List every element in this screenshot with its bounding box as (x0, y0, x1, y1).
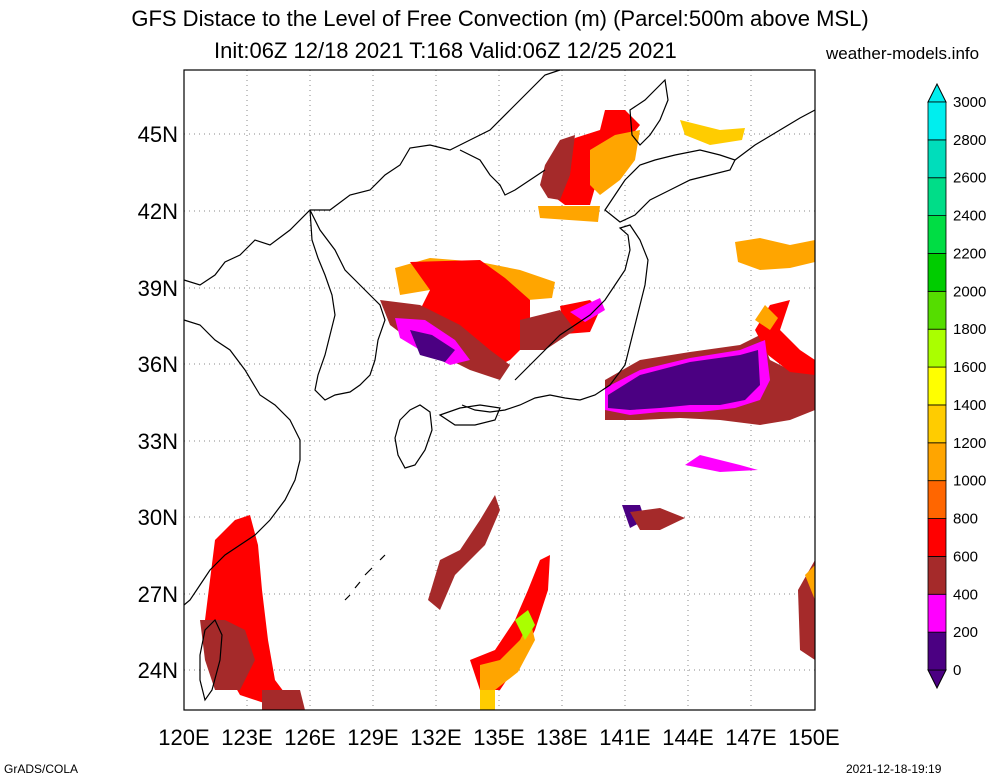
colorbar-level-label: 2800 (953, 132, 986, 149)
colorbar-swatch (927, 290, 947, 330)
coast-korea (309, 209, 386, 401)
colorbar-level-label: 400 (953, 586, 978, 603)
shade-south-brown-2 (630, 508, 685, 530)
colorbar-level-label: 2600 (953, 170, 986, 187)
colorbar-swatch (927, 404, 947, 444)
shade-taiwan-brown (200, 620, 255, 690)
colorbar-level-label: 1600 (953, 359, 986, 376)
shade-south-yellow (480, 690, 495, 710)
colorbar-swatch (927, 328, 947, 368)
shade-south-magenta (685, 455, 758, 472)
source-site: weather-models.info (826, 44, 980, 63)
lon-tick-label: 150E (788, 725, 839, 750)
lon-tick-label: 135E (473, 725, 524, 750)
shade-east-orange (735, 238, 815, 270)
colorbar-swatch (927, 177, 947, 217)
colorbar-level-label: 0 (953, 662, 961, 679)
lon-tick-label: 126E (284, 725, 335, 750)
shade-sea-japan-magenta-2 (570, 298, 605, 322)
colorbar-swatch (927, 101, 947, 141)
colorbar-swatch (927, 442, 947, 482)
colorbar-level-label: 3000 (953, 94, 986, 111)
shade-east-orange-2 (680, 120, 745, 145)
coastlines (183, 69, 816, 702)
footer-credit: GrADS/COLA (4, 762, 79, 776)
colorbar-level-label: 2200 (953, 245, 986, 262)
shade-south-streak-green (515, 610, 535, 640)
colorbar-level-label: 800 (953, 511, 978, 528)
lon-tick-label: 123E (221, 725, 272, 750)
coast-asia-mainland (183, 69, 561, 286)
colorbar-over-arrow (927, 82, 947, 103)
lon-tick-label: 132E (410, 725, 461, 750)
colorbar-swatch (927, 480, 947, 519)
lat-tick-label: 24N (138, 658, 178, 683)
shade-south-brown-1 (428, 495, 500, 610)
lon-tick-label: 138E (536, 725, 587, 750)
coast-taiwan (199, 618, 223, 702)
coast-china-east (183, 319, 301, 606)
colorbar-level-label: 1400 (953, 397, 986, 414)
lat-tick-label: 39N (138, 276, 178, 301)
footer-timestamp: 2021-12-18-19:19 (846, 762, 942, 776)
lat-tick-label: 36N (138, 352, 178, 377)
colorbar-swatch (927, 215, 947, 254)
colorbar: 0 200 400 600 800 1000 1200 1400 1600 1800 2000 220… (927, 82, 986, 690)
coast-primorye (459, 149, 546, 196)
colorbar-level-label: 1800 (953, 321, 986, 338)
colorbar-level-label: 1000 (953, 473, 986, 490)
map-border (183, 69, 816, 711)
coast-shikoku (438, 404, 501, 426)
shade-pacific-purple (608, 350, 760, 410)
coast-ryukyu (344, 554, 386, 601)
lon-tick-label: 144E (662, 725, 713, 750)
lat-tick-label: 33N (138, 429, 178, 454)
lon-tick-label: 141E (599, 725, 650, 750)
colorbar-swatch (927, 556, 947, 595)
lon-tick-label: 129E (347, 725, 398, 750)
lat-tick-label: 27N (138, 582, 178, 607)
colorbar-level-label: 200 (953, 624, 978, 641)
shade-hokkaido-north-brown (540, 135, 575, 200)
shade-sea-japan-red (410, 260, 530, 370)
coast-honshu (461, 224, 649, 413)
shade-north-orange-2 (538, 206, 600, 222)
lat-axis: 24N 27N 30N 33N 36N 39N 42N 45N (138, 122, 178, 683)
shade-east-edge-orange (805, 565, 815, 600)
colorbar-level-label: 1200 (953, 435, 986, 452)
colorbar-swatch (927, 631, 947, 671)
lat-tick-label: 42N (138, 199, 178, 224)
coast-kyushu (394, 404, 433, 469)
colorbar-swatch (927, 593, 947, 633)
shade-sea-japan-brown-3 (520, 310, 575, 350)
shade-south-streak-orange (480, 620, 535, 690)
chart-subtitle: Init:06Z 12/18 2021 T:168 Valid:06Z 12/2… (214, 38, 677, 63)
lat-tick-label: 30N (138, 505, 178, 530)
colorbar-under-arrow (927, 669, 947, 690)
lon-axis: 120E 123E 126E 129E 132E 135E 138E 141E … (158, 725, 839, 750)
lat-tick-label: 45N (138, 122, 178, 147)
colorbar-swatch (927, 518, 947, 557)
coast-kurils (734, 109, 816, 161)
colorbar-swatch (927, 366, 947, 406)
coast-sakhalin (629, 78, 669, 146)
lfc-shading (200, 110, 815, 710)
chart-title: GFS Distace to the Level of Free Convect… (131, 6, 869, 31)
colorbar-level-label: 2000 (953, 283, 986, 300)
shade-south-streak-red (470, 555, 550, 690)
colorbar-level-label: 2400 (953, 208, 986, 225)
shade-pacific-orange (755, 305, 778, 330)
lon-tick-label: 120E (158, 725, 209, 750)
colorbar-swatch (927, 253, 947, 292)
lon-tick-label: 147E (725, 725, 776, 750)
shade-hokkaido-orange (590, 130, 640, 195)
colorbar-swatch (927, 139, 947, 179)
shade-korea-purple (410, 330, 455, 362)
shade-taiwan-brown-2 (262, 690, 305, 710)
colorbar-level-label: 600 (953, 548, 978, 565)
